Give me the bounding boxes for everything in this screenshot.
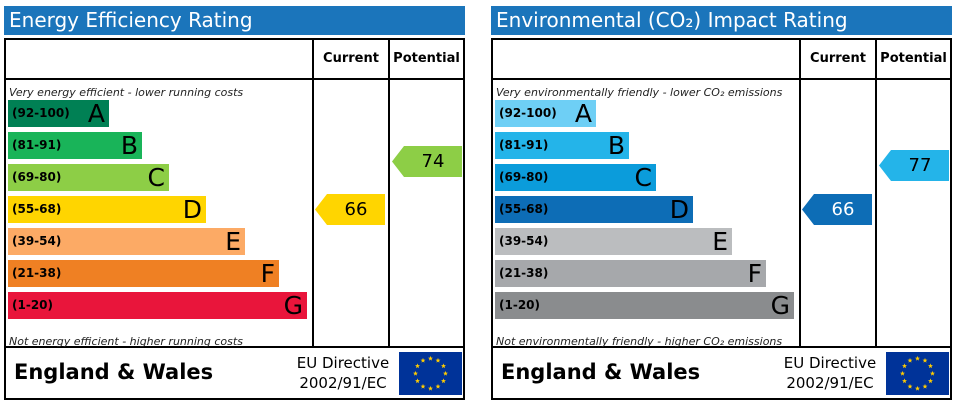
band-letter: B [607,131,625,160]
eu-star [928,363,933,369]
band-a: (92-100) A [495,100,596,127]
band-letter: F [747,259,762,288]
band-f: (21-38) F [495,260,766,287]
bottom-note: Not environmentally friendly - higher CO… [496,335,783,348]
eu-star [415,378,420,384]
eu-star [930,370,935,376]
eu-star [900,370,905,376]
band-c: (69-80) C [8,164,169,191]
band-b: (81-91) B [495,132,629,159]
eu-star [428,355,433,361]
band-range: (92-100) [12,106,70,120]
band-d: (55-68) D [8,196,206,223]
current-rating-value: 66 [344,199,368,220]
band-letter: E [225,227,241,256]
rating-frame: Current Potential Very environmentally f… [491,38,952,400]
directive-line-1: EU Directive [783,354,877,372]
band-e: (39-54) E [495,228,732,255]
band-letter: C [147,163,165,192]
energy-efficiency-panel: Energy Efficiency Rating Current Potenti… [4,6,465,400]
potential-column-header: Potential [393,51,460,66]
eu-star [928,378,933,384]
eu-star [428,385,433,391]
band-letter: D [182,195,202,224]
eu-star [902,363,907,369]
band-g: (1-20) G [8,292,307,319]
band-letter: E [712,227,728,256]
directive-line-2: 2002/91/EC [786,374,874,392]
band-g: (1-20) G [495,292,794,319]
environmental-impact-panel: Environmental (CO₂) Impact Rating Curren… [491,6,952,400]
band-range: (92-100) [499,106,557,120]
band-range: (55-68) [499,202,549,216]
directive-line-2: 2002/91/EC [299,374,387,392]
eu-star [915,355,920,361]
current-rating-value: 66 [831,199,855,220]
eu-star [420,357,426,363]
band-d: (55-68) D [495,196,693,223]
band-range: (39-54) [12,234,62,248]
band-range: (1-20) [499,298,540,312]
band-letter: B [120,131,138,160]
band-range: (69-80) [12,170,62,184]
eu-star [907,357,913,363]
footer-directive: EU Directive 2002/91/EC [775,353,885,393]
band-range: (55-68) [12,202,62,216]
band-letter: A [574,99,592,128]
band-letter: G [283,291,303,320]
band-c: (69-80) C [495,164,656,191]
band-f: (21-38) F [8,260,279,287]
eu-star [415,363,420,369]
eu-star [441,378,446,384]
top-note: Very energy efficient - lower running co… [9,86,244,99]
band-range: (1-20) [12,298,53,312]
band-letter: A [87,99,105,128]
band-letter: D [669,195,689,224]
eu-flag-icon [886,352,949,395]
eu-star [915,385,920,391]
directive-line-1: EU Directive [296,354,390,372]
footer-directive: EU Directive 2002/91/EC [288,353,398,393]
footer-region: England & Wales [14,360,214,384]
current-column-header: Current [323,51,379,66]
band-e: (39-54) E [8,228,245,255]
eu-star [907,383,913,389]
band-range: (69-80) [499,170,549,184]
panel-title: Environmental (CO₂) Impact Rating [491,6,952,35]
eu-star [441,363,446,369]
band-range: (21-38) [499,266,549,280]
band-range: (81-91) [12,138,62,152]
footer-region: England & Wales [501,360,701,384]
band-b: (81-91) B [8,132,142,159]
eu-star [902,378,907,384]
eu-flag-icon [399,352,462,395]
current-column-header: Current [810,51,866,66]
eu-star [435,383,441,389]
bottom-note: Not energy efficient - higher running co… [9,335,243,348]
panel-title: Energy Efficiency Rating [4,6,465,35]
band-a: (92-100) A [8,100,109,127]
band-letter: G [770,291,790,320]
eu-star [420,383,426,389]
top-note: Very environmentally friendly - lower CO… [496,86,783,99]
potential-rating-value: 74 [421,151,445,172]
eu-star [922,357,928,363]
potential-column-header: Potential [880,51,947,66]
band-range: (39-54) [499,234,549,248]
potential-rating-value: 77 [908,155,932,176]
eu-star [413,370,418,376]
band-letter: C [634,163,652,192]
eu-star [443,370,448,376]
eu-star [922,383,928,389]
rating-frame: Current Potential Very energy efficient … [4,38,465,400]
eu-star [435,357,441,363]
band-letter: F [260,259,275,288]
band-range: (81-91) [499,138,549,152]
band-range: (21-38) [12,266,62,280]
